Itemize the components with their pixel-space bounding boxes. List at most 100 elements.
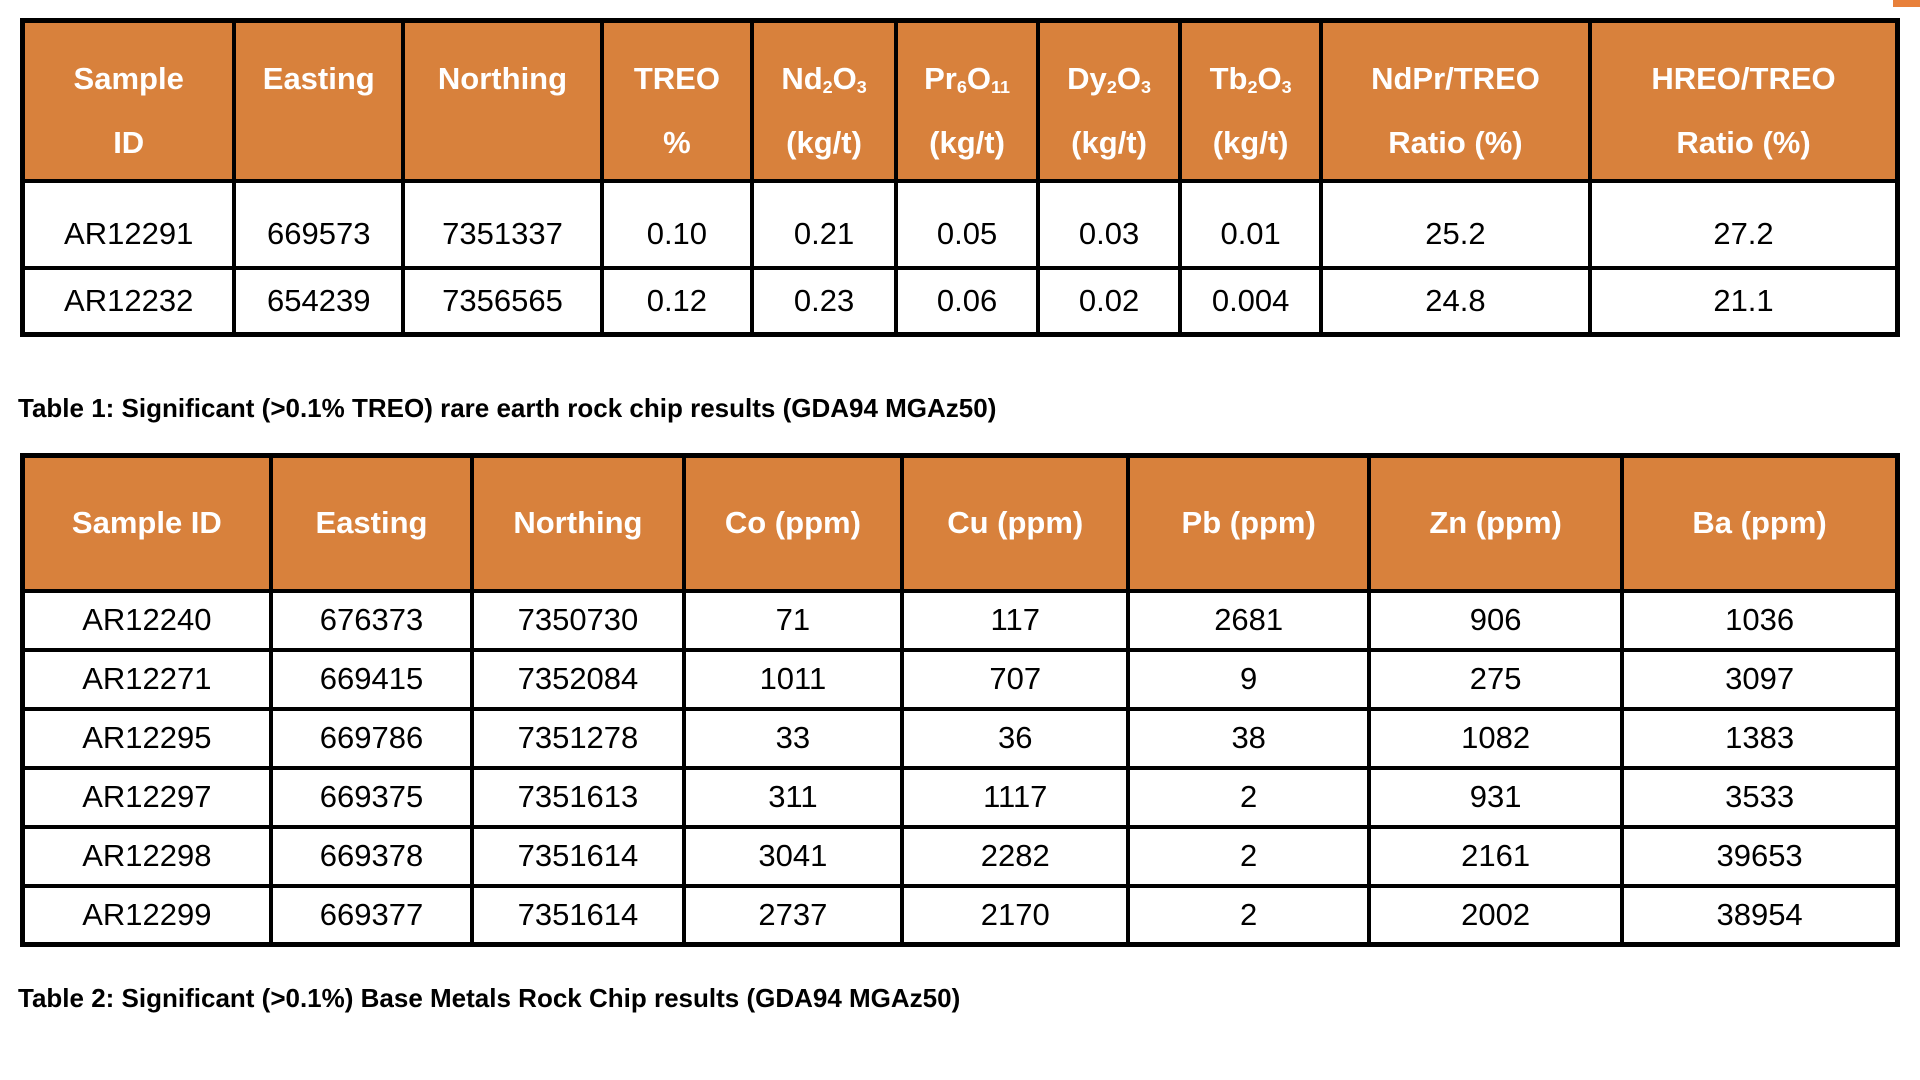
column-header: Easting: [232, 18, 406, 183]
table-cell: 24.8: [1318, 265, 1593, 337]
table-cell: 654239: [232, 265, 406, 337]
table-row: AR12295 669786 7351278 33 36 38 1082 1383: [20, 706, 1900, 770]
table-cell: 0.05: [894, 178, 1040, 270]
table-cell: 669786: [268, 706, 475, 770]
header-line-2: %: [663, 125, 691, 160]
base-metals-results-table: Sample ID Easting Northing Co (ppm) Cu (ppm)…: [20, 453, 1900, 947]
column-header: Nd2O3 (kg/t): [749, 18, 899, 183]
subscript: 3: [1281, 76, 1292, 97]
header-line-1: Tb2O3: [1209, 61, 1292, 97]
subscript: 2: [1106, 76, 1117, 97]
table-cell: 2: [1126, 883, 1372, 947]
header-line-1: Dy2O3: [1067, 61, 1151, 97]
header-line-2: [238, 111, 399, 175]
table-row: AR12291 669573 7351337 0.10 0.21 0.05 0.03 0.01…: [20, 178, 1900, 270]
column-header: Ba (ppm): [1620, 453, 1900, 593]
table-cell: 39653: [1620, 824, 1900, 888]
header-line-2: [407, 111, 598, 175]
table1-caption: Table 1: Significant (>0.1% TREO) rare e…: [18, 393, 997, 423]
table-cell: 1383: [1620, 706, 1900, 770]
table-row: AR12297 669375 7351613 311 1117 2 931 3533: [20, 765, 1900, 829]
table-cell: 7351614: [470, 883, 686, 947]
header-line-2: (kg/t): [786, 125, 862, 160]
column-header: HREO/TREO Ratio (%): [1588, 18, 1900, 183]
table-cell: 36: [900, 706, 1131, 770]
table-cell: AR12297: [20, 765, 273, 829]
table-cell: 0.01: [1178, 178, 1323, 270]
header-line-1: Sample: [73, 61, 184, 96]
header-line-1: Nd2O3: [781, 61, 867, 97]
subscript: 6: [956, 76, 967, 97]
table-cell: 3041: [681, 824, 905, 888]
table-cell: 311: [681, 765, 905, 829]
column-header: NdPr/TREO Ratio (%): [1318, 18, 1593, 183]
table-row: AR12271 669415 7352084 1011 707 9 275 3097: [20, 647, 1900, 711]
logo-fragment: [1893, 0, 1920, 7]
table-cell: 707: [900, 647, 1131, 711]
table-cell: AR12299: [20, 883, 273, 947]
header-line-2: (kg/t): [929, 125, 1005, 160]
table-row: AR12298 669378 7351614 3041 2282 2 2161 39653: [20, 824, 1900, 888]
rare-earth-results-table: Sample ID Easting Northing TREO% Nd2O3 (kg/t) P…: [20, 18, 1900, 337]
table-row: AR12299 669377 7351614 2737 2170 2 2002 38954: [20, 883, 1900, 947]
table-cell: 676373: [268, 588, 475, 652]
table-cell: 2681: [1126, 588, 1372, 652]
header-row: Sample ID Easting Northing Co (ppm) Cu (ppm)…: [20, 453, 1900, 593]
header-line-2: Ratio (%): [1676, 125, 1811, 160]
column-header: Northing: [470, 453, 686, 593]
table-cell: AR12295: [20, 706, 273, 770]
subscript: 11: [990, 76, 1010, 97]
column-header: Sample ID: [20, 453, 273, 593]
column-header: Easting: [268, 453, 475, 593]
header-line-2: Ratio (%): [1388, 125, 1523, 160]
table-cell: 669375: [268, 765, 475, 829]
table-cell: 1082: [1367, 706, 1625, 770]
table-cell: 9: [1126, 647, 1372, 711]
table-cell: 2: [1126, 765, 1372, 829]
table-cell: 669378: [268, 824, 475, 888]
table-cell: 7352084: [470, 647, 686, 711]
table-cell: 117: [900, 588, 1131, 652]
column-header: Cu (ppm): [900, 453, 1131, 593]
table-cell: 931: [1367, 765, 1625, 829]
table-cell: 0.23: [749, 265, 899, 337]
table-cell: 7351614: [470, 824, 686, 888]
subscript: 3: [856, 76, 867, 97]
column-header: Tb2O3 (kg/t): [1178, 18, 1323, 183]
table-cell: 7350730: [470, 588, 686, 652]
table-cell: 7351337: [401, 178, 604, 270]
header-line-1: Pr6O11: [924, 61, 1010, 97]
table-cell: 25.2: [1318, 178, 1593, 270]
table-cell: 3097: [1620, 647, 1900, 711]
header-row: Sample ID Easting Northing TREO% Nd2O3 (kg/t) P…: [20, 18, 1900, 183]
table-cell: 669415: [268, 647, 475, 711]
table-cell: 2170: [900, 883, 1131, 947]
table-cell: 1011: [681, 647, 905, 711]
table-cell: AR12291: [20, 178, 237, 270]
table-cell: 0.10: [599, 178, 754, 270]
table-cell: 21.1: [1588, 265, 1900, 337]
table-cell: 0.03: [1035, 178, 1183, 270]
table-cell: 2282: [900, 824, 1131, 888]
table-cell: 0.06: [894, 265, 1040, 337]
table-cell: 275: [1367, 647, 1625, 711]
column-header: Dy2O3 (kg/t): [1035, 18, 1183, 183]
table-cell: 38: [1126, 706, 1372, 770]
column-header: Pr6O11 (kg/t): [894, 18, 1040, 183]
column-header: Pb (ppm): [1126, 453, 1372, 593]
subscript: 3: [1140, 76, 1151, 97]
column-header: TREO%: [599, 18, 754, 183]
column-header: Co (ppm): [681, 453, 905, 593]
table-cell: 7356565: [401, 265, 604, 337]
table-cell: AR12232: [20, 265, 237, 337]
table-cell: 0.02: [1035, 265, 1183, 337]
table-cell: 7351613: [470, 765, 686, 829]
table-cell: 71: [681, 588, 905, 652]
table-row: AR12240 676373 7350730 71 117 2681 906 1036: [20, 588, 1900, 652]
column-header: Zn (ppm): [1367, 453, 1625, 593]
table-cell: 7351278: [470, 706, 686, 770]
table-cell: 2: [1126, 824, 1372, 888]
header-line-1: Easting: [262, 61, 375, 96]
column-header: Northing: [401, 18, 604, 183]
